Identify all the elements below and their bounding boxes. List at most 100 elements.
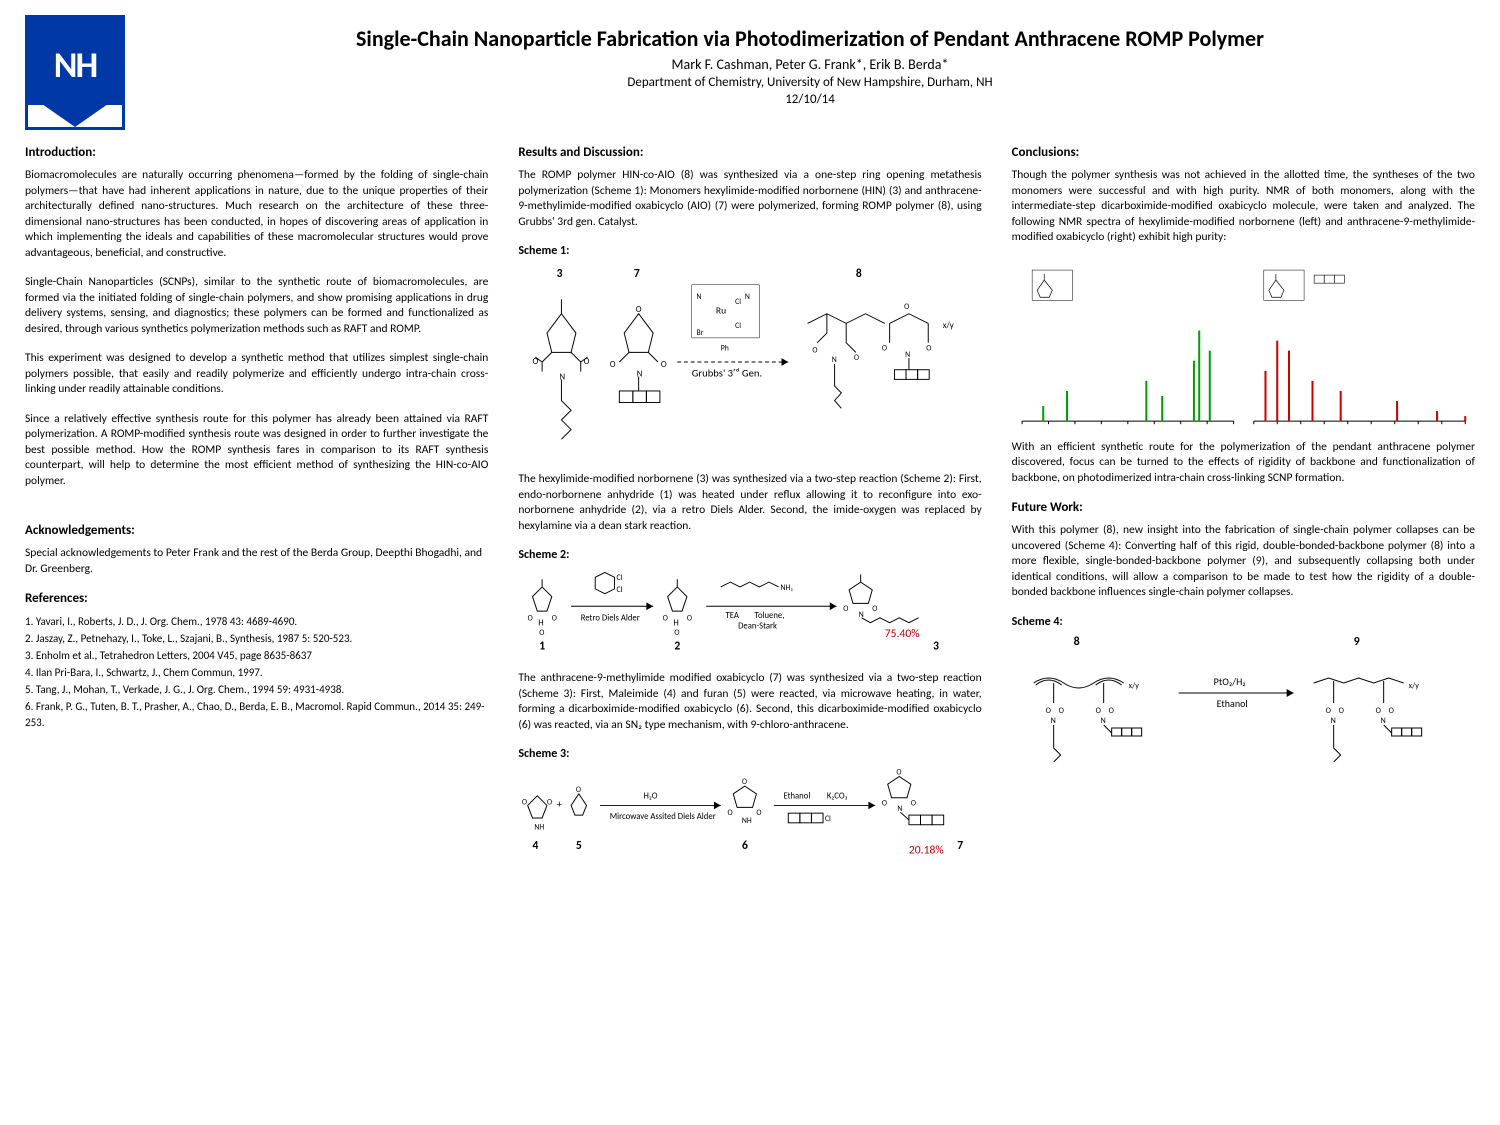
results-heading: Results and Discussion: (518, 145, 981, 160)
content-columns: Introduction: Biomacromolecules are natu… (25, 145, 1475, 880)
svg-text:20.18%: 20.18% (909, 844, 944, 858)
svg-text:O: O (1108, 706, 1114, 716)
svg-text:N: N (697, 293, 702, 302)
svg-text:5: 5 (576, 839, 582, 853)
scheme1-diagram: O O N O O O N (518, 262, 981, 462)
svg-text:Cl: Cl (617, 586, 623, 595)
future-heading: Future Work: (1012, 500, 1475, 515)
svg-text:NH₂: NH₂ (781, 584, 794, 593)
conclusions-p1: Though the polymer synthesis was not ach… (1012, 168, 1475, 246)
svg-text:O: O (552, 615, 557, 624)
svg-text:O: O (576, 786, 581, 795)
svg-text:1: 1 (540, 640, 546, 654)
results-p1: The ROMP polymer HIN-co-AIO (8) was synt… (518, 168, 981, 230)
svg-text:8: 8 (1073, 635, 1079, 649)
future-p1: With this polymer (8), new insight into … (1012, 523, 1475, 601)
refs-heading: References: (25, 591, 488, 606)
svg-text:Ethanol: Ethanol (784, 792, 811, 802)
intro-p4: Since a relatively effective synthesis r… (25, 412, 488, 490)
results-p2: The hexylimide-modified norbornene (3) w… (518, 472, 981, 534)
svg-text:Ru: Ru (716, 305, 726, 317)
svg-text:O: O (897, 769, 902, 778)
svg-text:O: O (1058, 706, 1064, 716)
svg-text:O: O (528, 615, 533, 624)
svg-text:NH: NH (742, 817, 752, 826)
svg-text:O: O (882, 800, 887, 809)
poster-header: NH Single-Chain Nanoparticle Fabrication… (25, 15, 1475, 130)
scheme4-diagram: OO OO NN x/y PtO₂/H₂ Ethanol (1012, 633, 1475, 783)
results-p3: The anthracene-9-methylimide modified ox… (518, 671, 981, 733)
svg-text:O: O (687, 615, 692, 624)
ref-5: 5. Tang, J., Mohan, T., Verkade, J. G., … (25, 682, 488, 698)
svg-text:O: O (757, 809, 762, 818)
date: 12/10/14 (145, 92, 1475, 107)
svg-text:H: H (539, 619, 544, 629)
svg-text:O: O (813, 346, 818, 355)
ref-6: 6. Frank, P. G., Tuten, B. T., Prasher, … (25, 699, 488, 731)
title-block: Single-Chain Nanoparticle Fabrication vi… (145, 15, 1475, 107)
svg-text:O: O (1325, 706, 1331, 716)
svg-text:O: O (927, 344, 932, 353)
svg-text:Dean-Stark: Dean-Stark (738, 622, 777, 632)
svg-text:+: + (557, 798, 563, 811)
svg-text:6: 6 (742, 839, 748, 853)
ack-heading: Acknowledgements: (25, 523, 488, 538)
svg-text:O: O (663, 615, 668, 624)
svg-text:O: O (844, 605, 849, 614)
scheme3-label: Scheme 3: (518, 747, 981, 761)
authors: Mark F. Cashman, Peter G. Frank*, Erik B… (145, 56, 1475, 73)
svg-text:x/y: x/y (1128, 681, 1139, 691)
scheme4-label: Scheme 4: (1012, 615, 1475, 629)
right-column: Conclusions: Though the polymer synthesi… (1012, 145, 1475, 880)
svg-text:3: 3 (933, 640, 939, 654)
svg-text:O: O (882, 344, 887, 353)
svg-text:Ph: Ph (721, 344, 729, 353)
svg-text:Cl: Cl (736, 322, 742, 331)
svg-text:O: O (540, 629, 545, 638)
svg-text:O: O (1388, 706, 1394, 716)
intro-p2: Single-Chain Nanoparticles (SCNPs), simi… (25, 275, 488, 337)
svg-text:O: O (742, 778, 747, 787)
grubbs-label: Grubbs' 3ʳᵈ Gen. (692, 367, 762, 380)
intro-p3: This experiment was designed to develop … (25, 351, 488, 398)
svg-text:N: N (1050, 716, 1055, 726)
svg-text:O: O (661, 360, 667, 370)
ref-4: 4. Ilan Pri-Bara, I., Schwartz, J., Chem… (25, 665, 488, 681)
svg-text:Toluene,: Toluene, (755, 611, 785, 621)
department: Department of Chemistry, University of N… (145, 75, 1475, 90)
svg-text:Br: Br (697, 329, 704, 338)
svg-text:H₂O: H₂O (644, 792, 658, 802)
svg-text:x/y: x/y (1408, 681, 1419, 691)
logo-letters: NH (28, 43, 122, 87)
svg-text:x/y: x/y (943, 321, 954, 331)
svg-text:O: O (636, 305, 642, 315)
svg-text:O: O (854, 354, 859, 363)
scheme2-label: Scheme 2: (518, 548, 981, 562)
svg-text:N: N (560, 372, 566, 382)
intro-heading: Introduction: (25, 145, 488, 160)
svg-text:Cl: Cl (617, 574, 623, 583)
svg-text:75.40%: 75.40% (885, 627, 920, 641)
ref-3: 3. Enholm et al., Tetrahedron Letters, 2… (25, 648, 488, 664)
svg-text:TEA: TEA (726, 611, 739, 621)
svg-text:Mircowave Assited Diels Alder: Mircowave Assited Diels Alder (610, 812, 716, 822)
nmr-spectra (1012, 260, 1475, 440)
svg-text:Cl: Cl (825, 815, 831, 824)
svg-text:3: 3 (557, 267, 563, 281)
svg-text:Cl: Cl (736, 298, 742, 307)
svg-text:PtO₂/H₂: PtO₂/H₂ (1213, 675, 1245, 688)
svg-text:N: N (1100, 716, 1105, 726)
svg-text:O: O (675, 629, 680, 638)
svg-text:N: N (745, 293, 750, 302)
svg-text:7: 7 (634, 267, 640, 281)
unh-logo: NH (25, 15, 125, 130)
scheme1-label: Scheme 1: (518, 244, 981, 258)
references-list: 1. Yavari, I., Roberts, J. D., J. Org. C… (25, 614, 488, 731)
conclusions-p2: With an efficient synthetic route for th… (1012, 440, 1475, 487)
poster-title: Single-Chain Nanoparticle Fabrication vi… (145, 25, 1475, 52)
svg-text:7: 7 (958, 839, 964, 853)
svg-text:O: O (904, 303, 909, 312)
svg-text:8: 8 (856, 267, 862, 281)
svg-text:4: 4 (533, 839, 539, 853)
left-column: Introduction: Biomacromolecules are natu… (25, 145, 488, 880)
